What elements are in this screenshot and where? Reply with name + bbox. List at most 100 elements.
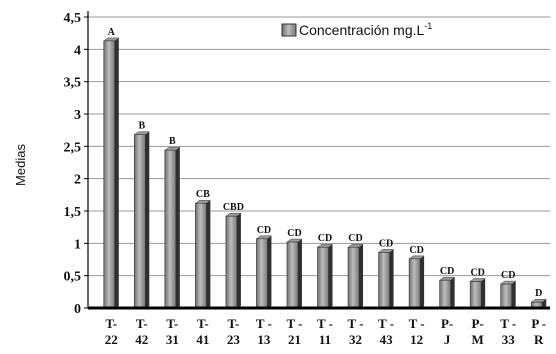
axis-layer: 00,511,522,533,544,5T-22T-42T-31T-41T-23… (64, 11, 550, 347)
x-tick-label-top: T - (286, 316, 302, 331)
significance-letter: CD (409, 245, 423, 256)
bar-front (500, 283, 513, 309)
y-tick-label: 3,5 (64, 76, 82, 91)
labels-layer: A B B CB CBD CD CD CD CD CD CD CD CD CD D (108, 27, 543, 299)
y-tick-label: 1 (74, 237, 81, 252)
bar-side (145, 131, 150, 308)
x-tick-label-top: T- (197, 316, 209, 331)
bar-front (378, 252, 390, 309)
x-tick-label-bottom: 43 (380, 332, 394, 347)
x-tick-label-bottom: 12 (410, 332, 423, 347)
bar-front (164, 149, 177, 309)
significance-letter: D (535, 288, 542, 299)
bar-front (469, 281, 482, 309)
x-tick-label-bottom: 13 (257, 332, 271, 347)
significance-letter: CD (379, 238, 393, 249)
x-tick-label-bottom: 31 (166, 332, 179, 347)
bar-front (347, 246, 360, 309)
significance-letter: B (169, 136, 176, 147)
bar (530, 298, 547, 309)
legend: Concentración mg.L-1 (281, 21, 432, 38)
bar (225, 212, 242, 309)
significance-letter: CD (257, 225, 271, 236)
bar (164, 146, 181, 309)
y-tick-label: 2,5 (64, 140, 82, 155)
bar-side (450, 277, 455, 308)
legend-swatch (281, 23, 297, 37)
x-tick-label-top: T - (500, 316, 516, 331)
significance-letter: CD (287, 228, 301, 239)
bar-front (195, 202, 207, 309)
bars-layer (103, 37, 547, 309)
bar-side (206, 200, 211, 308)
bar-side (175, 147, 180, 308)
bar (347, 243, 364, 309)
bar (133, 131, 151, 309)
y-tick-label: 2 (74, 173, 81, 188)
x-tick-label-bottom: 41 (196, 332, 209, 347)
bar (377, 249, 395, 309)
significance-letter: CB (196, 189, 210, 200)
y-tick-label: 4,5 (64, 11, 82, 26)
x-tick-label-bottom: R (534, 332, 544, 347)
bar-side (267, 235, 272, 308)
bar-side (542, 299, 547, 308)
bar (255, 235, 273, 309)
bar (499, 280, 517, 309)
significance-letter: CBD (223, 202, 244, 213)
bar-front (286, 241, 299, 309)
bar-side (389, 249, 394, 308)
x-tick-label-top: P- (441, 316, 453, 331)
x-tick-label-top: T - (409, 316, 425, 331)
y-axis-label: Medias (13, 144, 28, 186)
bar (469, 278, 486, 309)
x-tick-label-top: T - (378, 316, 394, 331)
bar-side (236, 213, 241, 308)
x-tick-label-top: T- (166, 316, 178, 331)
bar-front (408, 258, 421, 309)
y-tick-label: 3 (74, 108, 81, 123)
x-tick-label-bottom: 21 (288, 332, 301, 347)
bar (408, 255, 425, 309)
bar (316, 243, 334, 309)
bar-side (420, 255, 425, 308)
legend-label-superscript: -1 (424, 21, 432, 31)
x-tick-label-bottom: 33 (502, 332, 516, 347)
x-tick-label-bottom: 23 (227, 332, 241, 347)
bar (103, 37, 120, 309)
significance-letter: A (108, 27, 116, 38)
significance-letter: CD (501, 270, 515, 281)
x-tick-label-top: T- (136, 316, 148, 331)
y-tick-label: 0 (74, 302, 81, 317)
x-tick-label-bottom: 32 (349, 332, 362, 347)
legend-label-main: Concentración mg.L (299, 22, 425, 38)
bar-side (481, 278, 486, 308)
bar-front (317, 246, 329, 309)
x-tick-label-bottom: J (444, 332, 451, 347)
x-tick-label-top: T - (317, 316, 333, 331)
x-tick-label-top: T- (227, 316, 239, 331)
significance-letter: B (138, 121, 145, 132)
x-tick-label-top: P - (531, 316, 546, 331)
x-tick-label-bottom: M (472, 332, 484, 347)
significance-letter: CD (440, 266, 454, 277)
legend-label: Concentración mg.L-1 (299, 21, 432, 38)
y-tick-label: 4 (74, 43, 81, 58)
significance-letter: CD (470, 267, 484, 278)
y-tick-label: 1,5 (64, 205, 82, 220)
significance-letter: CD (348, 233, 362, 244)
bar-front (103, 40, 116, 309)
x-tick-label-bottom: 42 (135, 332, 148, 347)
x-tick-label-bottom: 22 (105, 332, 118, 347)
bar-front (256, 238, 268, 309)
bar-side (328, 244, 333, 308)
bar-front (225, 215, 238, 309)
y-tick-label: 0,5 (64, 270, 82, 285)
x-tick-label-top: T - (256, 316, 272, 331)
bar-front (134, 134, 146, 309)
x-tick-label-bottom: 11 (319, 332, 331, 347)
bar-side (359, 244, 364, 308)
significance-letter: CD (318, 233, 332, 244)
